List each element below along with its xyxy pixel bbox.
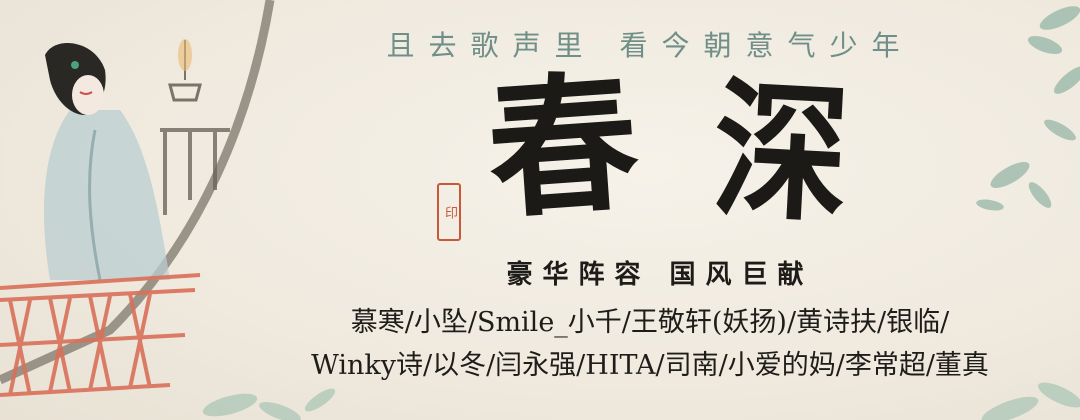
foliage-bottom: [202, 382, 1080, 420]
subtitle-text: 豪华阵容 国风巨献: [506, 260, 814, 290]
cast-list-line-1: 慕寒/小坠/Smile_小千/王敬轩(妖扬)/黄诗扶/银临/: [350, 307, 950, 338]
red-railing: [0, 273, 201, 397]
red-seal-stamp: 印: [437, 183, 461, 241]
title-char-2: 深: [708, 61, 854, 245]
title-char-1: 春: [482, 53, 644, 241]
lantern-icon: [168, 39, 202, 102]
opera-figure-robe: [44, 110, 170, 280]
seal-text: 印: [442, 205, 457, 219]
cast-list-line-2: Winky诗/以冬/闫永强/HITA/司南/小爱的妈/李常超/董真: [311, 350, 989, 381]
opera-figure-head: [45, 43, 106, 115]
slogan-text: 且去歌声里 看今朝意气少年: [386, 29, 914, 62]
window-lattice: [160, 128, 230, 215]
foliage-top-right: [976, 6, 1080, 211]
